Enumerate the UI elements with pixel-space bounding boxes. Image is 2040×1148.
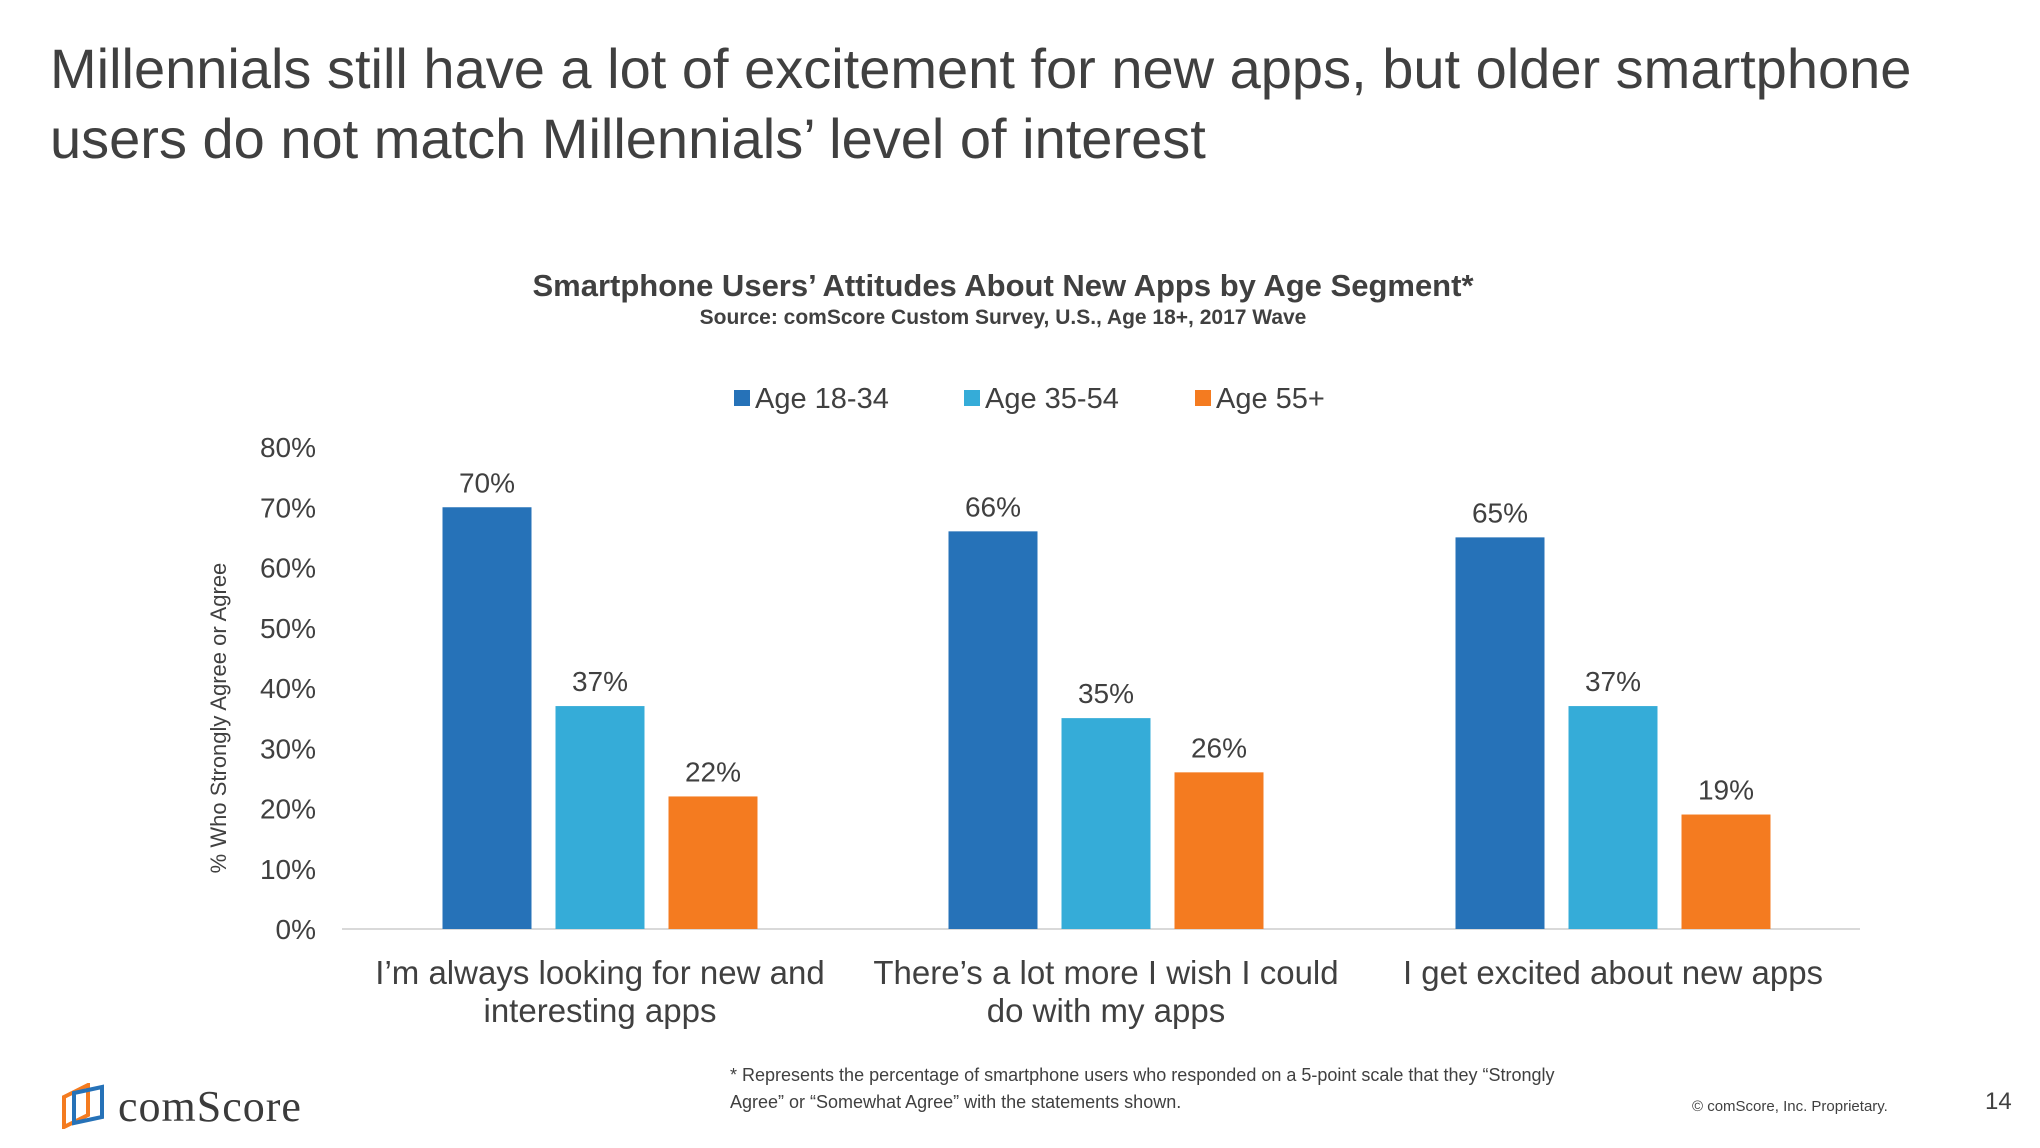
category-labels: I’m always looking for new and interestin… bbox=[375, 954, 1823, 1029]
bar bbox=[1568, 706, 1658, 929]
copyright: © comScore, Inc. Proprietary. bbox=[1692, 1098, 1888, 1115]
y-tick-label: 40% bbox=[260, 673, 316, 704]
y-tick-label: 0% bbox=[276, 914, 316, 945]
bar bbox=[442, 507, 532, 929]
legend-swatch bbox=[964, 390, 980, 406]
brand-name: comScore bbox=[118, 1081, 302, 1131]
y-axis-title: % Who Strongly Agree or Agree bbox=[206, 563, 231, 874]
slide-title: Millennials still have a lot of exciteme… bbox=[50, 37, 1912, 170]
legend-item: Age 55+ bbox=[1195, 383, 1325, 415]
bar bbox=[1455, 537, 1545, 929]
legend-swatch bbox=[1195, 390, 1211, 406]
legend-item: Age 35-54 bbox=[964, 383, 1119, 415]
y-tick-label: 50% bbox=[260, 613, 316, 644]
data-label: 26% bbox=[1191, 732, 1247, 763]
logo-mark-icon bbox=[62, 1083, 104, 1129]
legend-swatch bbox=[734, 390, 750, 406]
data-label: 65% bbox=[1472, 497, 1528, 528]
bars bbox=[442, 507, 1771, 929]
bar bbox=[555, 706, 645, 929]
data-label: 22% bbox=[685, 756, 741, 787]
data-labels: 70% 66% 65% 37% 35% 37% 22% 26% 19% bbox=[459, 467, 1754, 805]
footnote: * Represents the percentage of smartphon… bbox=[730, 1062, 1630, 1116]
footnote-line-1: * Represents the percentage of smartphon… bbox=[730, 1065, 1555, 1085]
y-tick-label: 30% bbox=[260, 733, 316, 764]
category-label: There’s a lot more I wish I could do with… bbox=[873, 954, 1338, 1029]
bar bbox=[1681, 814, 1771, 929]
y-tick-label: 60% bbox=[260, 553, 316, 584]
legend-label: Age 35-54 bbox=[985, 383, 1119, 415]
category-label: I get excited about new apps bbox=[1403, 954, 1823, 991]
data-label: 37% bbox=[572, 666, 628, 697]
y-tick-label: 80% bbox=[260, 432, 316, 463]
data-label: 35% bbox=[1078, 678, 1134, 709]
legend-label: Age 18-34 bbox=[755, 383, 889, 415]
page-number: 14 bbox=[1985, 1088, 2012, 1115]
data-label: 19% bbox=[1698, 775, 1754, 806]
y-axis: 0% 10% 20% 30% 40% 50% 60% 70% 80% bbox=[260, 432, 316, 945]
bar bbox=[668, 796, 758, 929]
bar bbox=[948, 531, 1038, 929]
legend-item: Age 18-34 bbox=[734, 383, 889, 415]
y-tick-label: 70% bbox=[260, 492, 316, 523]
category-label: I’m always looking for new and interestin… bbox=[375, 954, 824, 1029]
bar bbox=[1061, 718, 1151, 929]
legend-label: Age 55+ bbox=[1216, 383, 1325, 415]
footnote-line-2: Agree” or “Somewhat Agree” with the stat… bbox=[730, 1092, 1182, 1112]
chart-subtitle: Source: comScore Custom Survey, U.S., Ag… bbox=[700, 306, 1307, 329]
data-label: 66% bbox=[965, 491, 1021, 522]
y-tick-label: 10% bbox=[260, 854, 316, 885]
legend: Age 18-34 Age 35-54 Age 55+ bbox=[734, 383, 1325, 415]
y-tick-label: 20% bbox=[260, 794, 316, 825]
comscore-logo: comScore bbox=[62, 1081, 302, 1131]
chart-title: Smartphone Users’ Attitudes About New Ap… bbox=[532, 268, 1474, 303]
data-label: 37% bbox=[1585, 666, 1641, 697]
data-label: 70% bbox=[459, 467, 515, 498]
bar bbox=[1174, 772, 1264, 929]
